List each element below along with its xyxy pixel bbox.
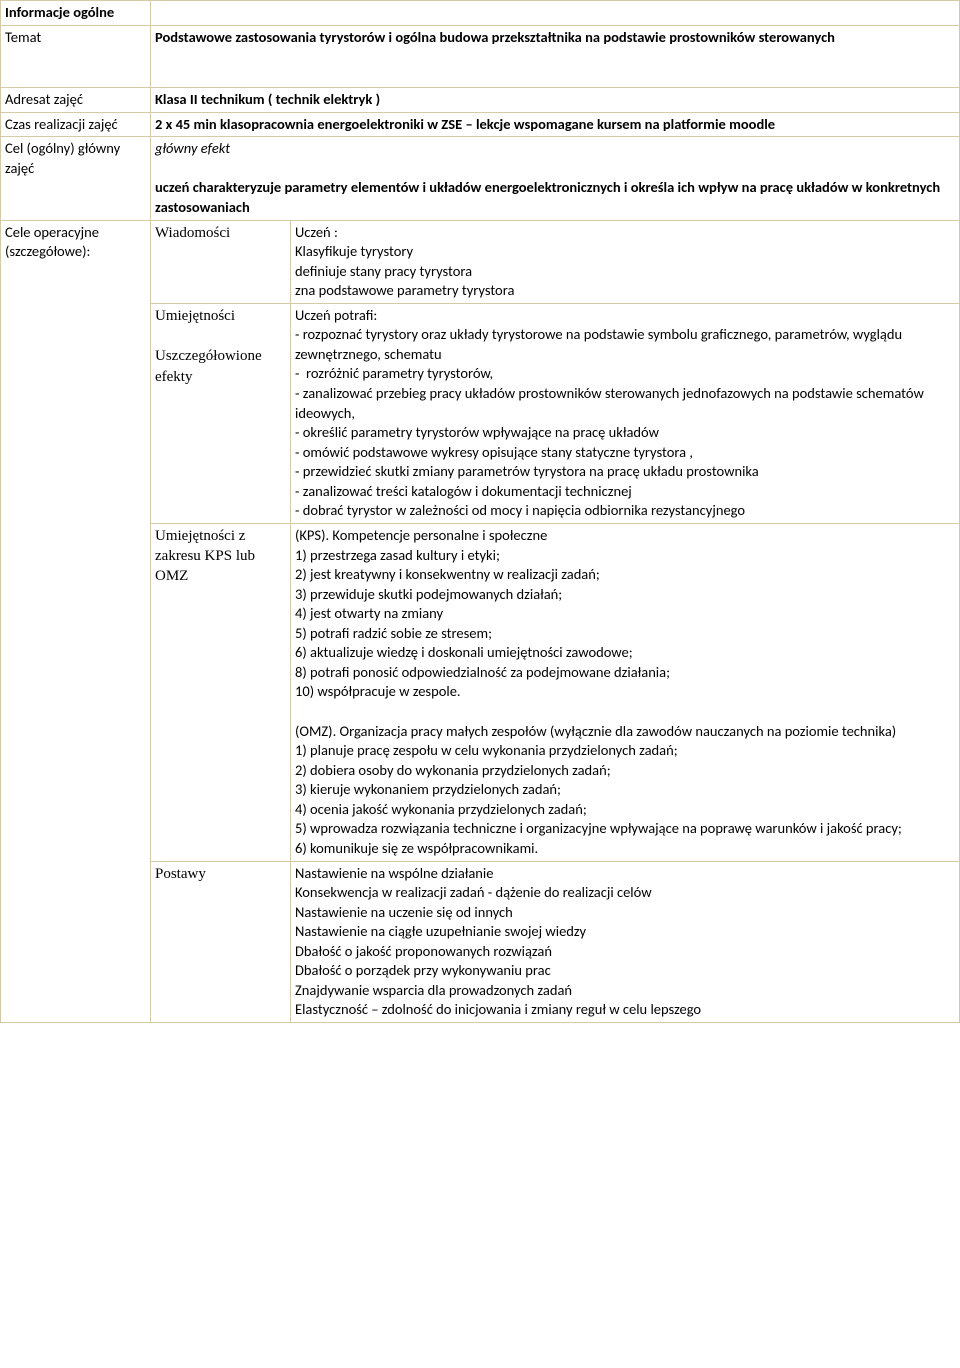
label-umiejetnosci-1: Umiejętności (155, 308, 235, 324)
label-adresat: Adresat zajęć (1, 88, 151, 113)
section-header: Informacje ogólne (1, 1, 151, 26)
label-postawy: Postawy (151, 861, 291, 1023)
value-temat: Podstawowe zastosowania tyrystorów i ogó… (151, 25, 960, 88)
document-table: Informacje ogólne Temat Podstawowe zasto… (0, 0, 960, 1023)
label-temat: Temat (1, 25, 151, 88)
label-umiejetnosci: Umiejętności Uszczegółowione efekty (151, 303, 291, 523)
cel-line2: uczeń charakteryzuje parametry elementów… (155, 178, 940, 216)
label-wiadomosci: Wiadomości (151, 220, 291, 303)
label-czas: Czas realizacji zajęć (1, 112, 151, 137)
label-cele-operacyjne: Cele operacyjne (szczegółowe): (1, 220, 151, 1023)
value-wiadomosci: Uczeń : Klasyfikuje tyrystory definiuje … (291, 220, 960, 303)
label-kps: Umiejętności z zakresu KPS lub OMZ (151, 523, 291, 861)
empty-cell (151, 1, 960, 26)
value-kps: (KPS). Kompetencje personalne i społeczn… (291, 523, 960, 861)
label-cel: Cel (ogólny) główny zajęć (1, 137, 151, 220)
value-czas: 2 x 45 min klasopracownia energoelektron… (151, 112, 960, 137)
value-cel: główny efekt uczeń charakteryzuje parame… (151, 137, 960, 220)
label-umiejetnosci-2: Uszczegółowione efekty (155, 348, 262, 384)
value-umiejetnosci: Uczeń potrafi: - rozpoznać tyrystory ora… (291, 303, 960, 523)
value-adresat: Klasa II technikum ( technik elektryk ) (151, 88, 960, 113)
cel-line1: główny efekt (155, 139, 230, 157)
value-postawy: Nastawienie na wspólne działanie Konsekw… (291, 861, 960, 1023)
